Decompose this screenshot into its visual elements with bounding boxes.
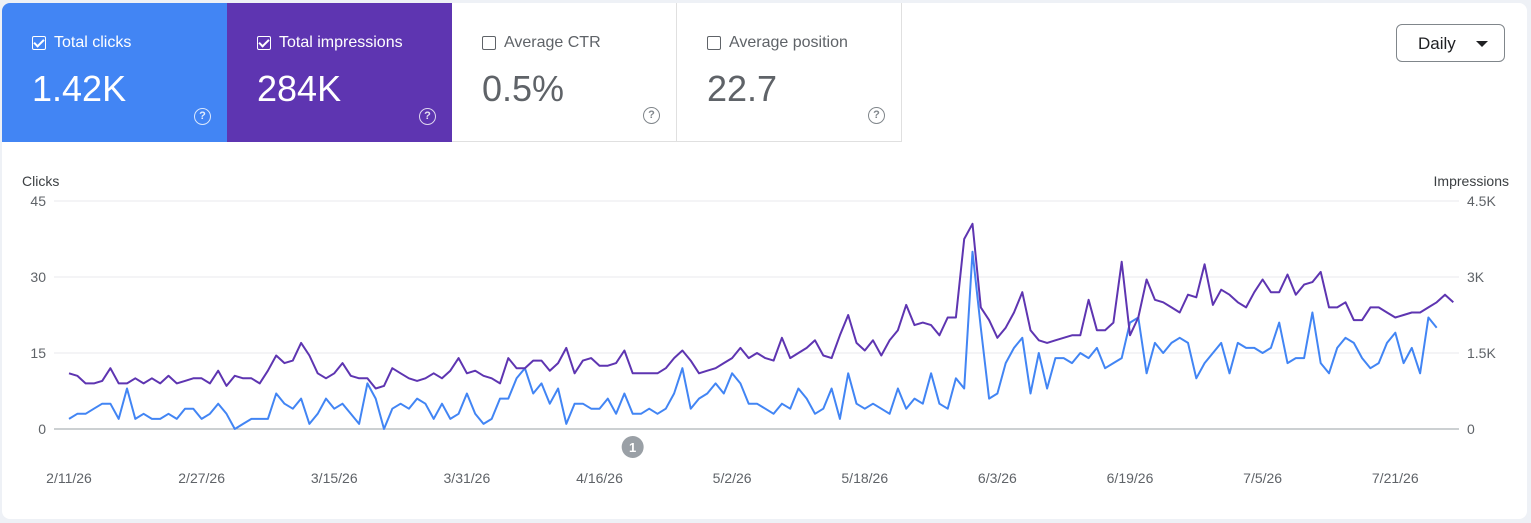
- y-right-tick-label: 0: [1467, 421, 1475, 437]
- metric-tile-total-impressions[interactable]: Total impressions 284K ?: [227, 3, 452, 142]
- performance-card: Total clicks 1.42K ? Total impressions 2…: [2, 3, 1527, 519]
- checkbox-icon[interactable]: [32, 36, 46, 50]
- metric-tiles: Total clicks 1.42K ? Total impressions 2…: [2, 3, 902, 142]
- x-tick-label: 3/31/26: [444, 470, 491, 486]
- x-tick-label: 3/15/26: [311, 470, 358, 486]
- x-tick-label: 7/21/26: [1372, 470, 1419, 486]
- annotation-marker: [621, 436, 644, 458]
- x-tick-label: 2/27/26: [178, 470, 225, 486]
- y-left-tick-label: 0: [38, 421, 46, 437]
- metric-tile-average-position[interactable]: Average position 22.7 ?: [677, 3, 902, 142]
- help-icon[interactable]: ?: [868, 107, 885, 124]
- metric-header: Total impressions: [257, 34, 403, 52]
- metric-value: 284K: [257, 68, 342, 109]
- metric-value: 0.5%: [482, 68, 565, 109]
- x-tick-label: 6/3/26: [978, 470, 1017, 486]
- granularity-dropdown[interactable]: Daily: [1396, 24, 1505, 62]
- help-icon[interactable]: ?: [194, 108, 211, 125]
- metric-tile-average-ctr[interactable]: Average CTR 0.5% ?: [452, 3, 677, 142]
- metric-header: Average CTR: [482, 34, 601, 52]
- annotation-label: 1: [629, 440, 636, 455]
- y-left-tick-label: 45: [30, 193, 46, 209]
- x-tick-label: 4/16/26: [576, 470, 623, 486]
- metric-label: Total clicks: [54, 34, 132, 51]
- checkbox-icon[interactable]: [257, 36, 271, 50]
- series-line-clicks: [68, 250, 1438, 430]
- checkbox-icon[interactable]: [707, 36, 721, 50]
- y-right-tick-label: 3K: [1467, 269, 1485, 285]
- x-tick-label: 6/19/26: [1107, 470, 1154, 486]
- series-line-impressions: [68, 222, 1454, 390]
- help-icon[interactable]: ?: [419, 108, 436, 125]
- x-tick-label: 5/18/26: [841, 470, 888, 486]
- metric-tile-total-clicks[interactable]: Total clicks 1.42K ?: [2, 3, 227, 142]
- right-axis-title: Impressions: [1433, 173, 1509, 189]
- granularity-label: Daily: [1418, 34, 1456, 53]
- metric-header: Total clicks: [32, 34, 131, 52]
- metric-label: Total impressions: [279, 34, 403, 51]
- metric-value: 22.7: [707, 68, 778, 109]
- metric-header: Average position: [707, 34, 848, 52]
- y-right-tick-label: 1.5K: [1467, 345, 1496, 361]
- metric-label: Average CTR: [504, 34, 601, 51]
- x-tick-label: 2/11/26: [46, 470, 92, 486]
- y-right-tick-label: 4.5K: [1467, 193, 1496, 209]
- caret-down-icon: [1476, 41, 1488, 47]
- help-icon[interactable]: ?: [643, 107, 660, 124]
- x-tick-label: 5/2/26: [713, 470, 752, 486]
- performance-chart: 0 15 30 45 0 1.5K 3K 4.5K 2/11/26 2/27/26 3/15/26 3…: [30, 193, 1496, 486]
- metric-value: 1.42K: [32, 68, 127, 109]
- y-left-tick-label: 30: [30, 269, 46, 285]
- x-tick-label: 7/5/26: [1243, 470, 1282, 486]
- checkbox-icon[interactable]: [482, 36, 496, 50]
- metric-label: Average position: [729, 34, 848, 51]
- y-left-tick-label: 15: [30, 345, 46, 361]
- left-axis-title: Clicks: [22, 173, 60, 189]
